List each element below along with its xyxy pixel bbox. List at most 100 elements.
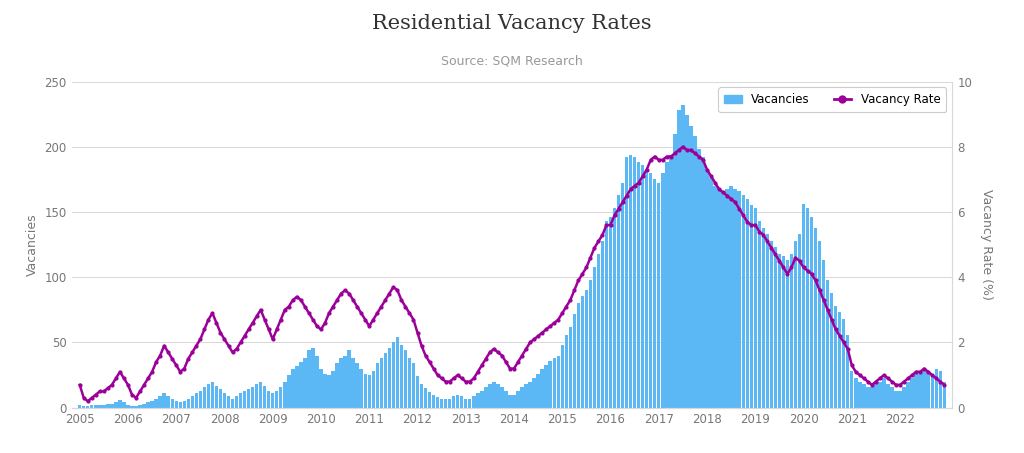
Bar	[336, 363, 339, 408]
Bar	[581, 295, 584, 408]
Bar	[403, 350, 408, 408]
Bar	[111, 404, 114, 408]
Bar	[163, 393, 166, 408]
Bar	[790, 254, 794, 408]
Bar	[280, 387, 283, 408]
Bar	[195, 393, 198, 408]
Bar	[585, 290, 588, 408]
Bar	[537, 374, 540, 408]
Bar	[894, 391, 898, 408]
Bar	[412, 363, 415, 408]
Bar	[476, 393, 479, 408]
Bar	[870, 387, 873, 408]
Bar	[919, 374, 922, 408]
Bar	[351, 358, 355, 408]
Bar	[324, 374, 327, 408]
Bar	[447, 399, 452, 408]
Bar	[372, 371, 375, 408]
Bar	[770, 241, 773, 408]
Bar	[408, 358, 412, 408]
Bar	[226, 396, 230, 408]
Bar	[545, 365, 548, 408]
Bar	[641, 165, 644, 408]
Bar	[883, 378, 886, 408]
Bar	[380, 358, 383, 408]
Bar	[359, 369, 362, 408]
Bar	[493, 381, 496, 408]
Bar	[488, 384, 492, 408]
Bar	[898, 391, 902, 408]
Bar	[472, 396, 475, 408]
Bar	[520, 387, 523, 408]
Bar	[681, 105, 685, 408]
Bar	[171, 399, 174, 408]
Bar	[287, 375, 291, 408]
Bar	[452, 396, 456, 408]
Bar	[577, 304, 580, 408]
Bar	[311, 348, 314, 408]
Bar	[601, 241, 604, 408]
Bar	[637, 163, 640, 408]
Bar	[701, 157, 705, 408]
Bar	[721, 191, 725, 408]
Bar	[239, 393, 243, 408]
Bar	[82, 406, 85, 408]
Bar	[90, 405, 93, 408]
Bar	[215, 386, 218, 408]
Bar	[424, 388, 427, 408]
Bar	[151, 401, 154, 408]
Bar	[781, 256, 785, 408]
Bar	[572, 314, 577, 408]
Bar	[102, 405, 105, 408]
Bar	[243, 391, 247, 408]
Bar	[247, 390, 250, 408]
Bar	[733, 188, 737, 408]
Bar	[303, 358, 306, 408]
Bar	[497, 384, 500, 408]
Bar	[785, 260, 790, 408]
Legend: Vacancies, Vacancy Rate: Vacancies, Vacancy Rate	[718, 87, 946, 112]
Bar	[906, 381, 909, 408]
Bar	[368, 375, 371, 408]
Bar	[754, 208, 757, 408]
Bar	[777, 254, 781, 408]
Bar	[376, 363, 379, 408]
Bar	[556, 356, 560, 408]
Bar	[838, 313, 842, 408]
Bar	[942, 381, 946, 408]
Bar	[190, 396, 194, 408]
Bar	[384, 353, 387, 408]
Bar	[355, 363, 358, 408]
Bar	[234, 396, 239, 408]
Bar	[251, 387, 254, 408]
Bar	[122, 402, 126, 408]
Bar	[568, 327, 572, 408]
Bar	[528, 381, 531, 408]
Bar	[762, 228, 765, 408]
Bar	[315, 356, 318, 408]
Bar	[810, 217, 813, 408]
Bar	[874, 384, 878, 408]
Bar	[737, 191, 741, 408]
Bar	[456, 395, 460, 408]
Bar	[669, 154, 673, 408]
Bar	[86, 406, 89, 408]
Bar	[283, 381, 287, 408]
Bar	[512, 395, 516, 408]
Bar	[649, 173, 652, 408]
Bar	[645, 169, 648, 408]
Bar	[532, 378, 536, 408]
Bar	[677, 110, 681, 408]
Bar	[440, 399, 443, 408]
Bar	[332, 371, 335, 408]
Bar	[718, 188, 721, 408]
Bar	[750, 206, 753, 408]
Bar	[706, 169, 709, 408]
Bar	[834, 306, 838, 408]
Text: Source: SQM Research: Source: SQM Research	[441, 54, 583, 67]
Bar	[842, 319, 846, 408]
Bar	[854, 378, 857, 408]
Bar	[146, 402, 150, 408]
Bar	[710, 178, 713, 408]
Bar	[134, 406, 137, 408]
